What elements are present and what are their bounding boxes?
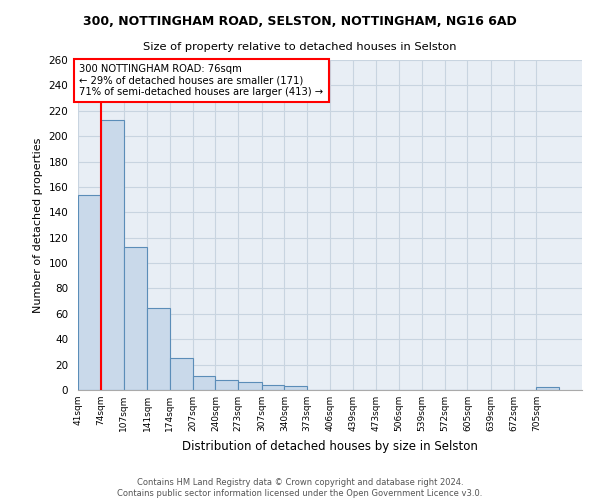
Bar xyxy=(215,380,238,390)
Y-axis label: Number of detached properties: Number of detached properties xyxy=(33,138,43,312)
X-axis label: Distribution of detached houses by size in Selston: Distribution of detached houses by size … xyxy=(182,440,478,452)
Bar xyxy=(536,388,559,390)
Bar xyxy=(124,246,147,390)
Bar xyxy=(147,308,170,390)
Bar xyxy=(170,358,193,390)
Text: Size of property relative to detached houses in Selston: Size of property relative to detached ho… xyxy=(143,42,457,52)
Bar xyxy=(78,194,101,390)
Bar xyxy=(238,382,262,390)
Text: Contains HM Land Registry data © Crown copyright and database right 2024.
Contai: Contains HM Land Registry data © Crown c… xyxy=(118,478,482,498)
Text: 300, NOTTINGHAM ROAD, SELSTON, NOTTINGHAM, NG16 6AD: 300, NOTTINGHAM ROAD, SELSTON, NOTTINGHA… xyxy=(83,15,517,28)
Bar xyxy=(193,376,215,390)
Bar xyxy=(284,386,307,390)
Bar xyxy=(101,120,124,390)
Text: 300 NOTTINGHAM ROAD: 76sqm
← 29% of detached houses are smaller (171)
71% of sem: 300 NOTTINGHAM ROAD: 76sqm ← 29% of deta… xyxy=(79,64,323,97)
Bar xyxy=(262,385,284,390)
